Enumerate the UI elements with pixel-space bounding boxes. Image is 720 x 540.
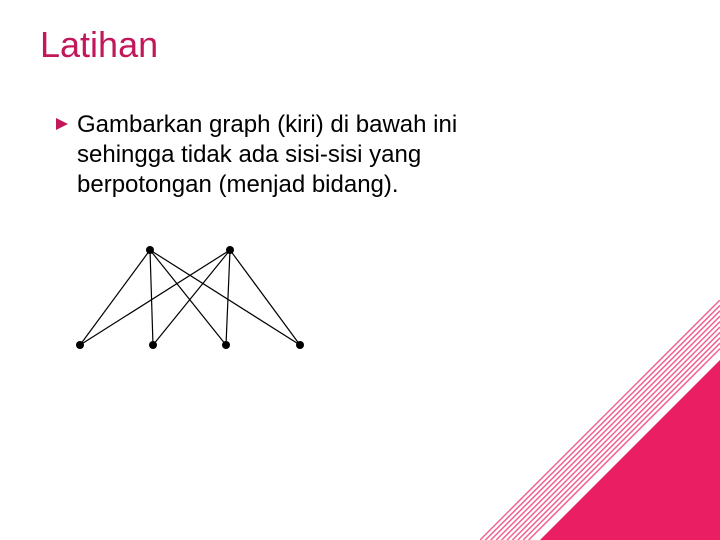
decoration-triangle [540,360,720,540]
graph-node [149,341,157,349]
slide: Latihan Gambarkan graph (kiri) di bawah … [0,0,720,540]
slide-title: Latihan [40,24,158,66]
bullet-text: Gambarkan graph (kiri) di bawah ini sehi… [77,110,515,200]
decoration-line [518,338,720,540]
graph-edge [226,250,230,345]
body-text-area: Gambarkan graph (kiri) di bawah ini sehi… [55,110,515,200]
graph-node [76,341,84,349]
decoration-line [485,305,720,540]
bullet-marker-icon [55,117,69,131]
graph-edge [150,250,226,345]
decoration-line [523,343,720,540]
graph-node [222,341,230,349]
graph-node [296,341,304,349]
graph-diagram [60,235,320,370]
corner-decoration [480,300,720,540]
decoration-line [512,332,720,540]
graph-edge [80,250,150,345]
graph-node [226,246,234,254]
decoration-line [529,349,720,540]
decoration-lines [480,300,720,540]
graph-edge [150,250,300,345]
graph-edge [230,250,300,345]
graph-svg [60,235,320,365]
bullet-triangle [56,118,68,130]
graph-node [146,246,154,254]
graph-edge [150,250,153,345]
graph-edge [80,250,230,345]
decoration-line [491,311,720,540]
bullet-item: Gambarkan graph (kiri) di bawah ini sehi… [55,110,515,200]
graph-edge [153,250,230,345]
decoration-line [502,322,720,540]
decoration-line [480,300,720,540]
decoration-line [507,327,720,540]
decoration-line [496,316,720,540]
